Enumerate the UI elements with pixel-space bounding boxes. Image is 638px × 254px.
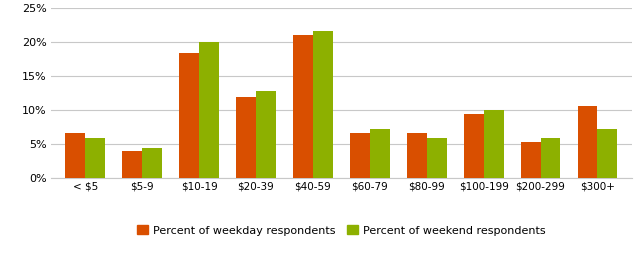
Bar xyxy=(85,138,105,178)
Bar xyxy=(370,130,390,178)
Legend: Percent of weekday respondents, Percent of weekend respondents: Percent of weekday respondents, Percent … xyxy=(132,221,551,240)
Bar xyxy=(464,115,484,178)
Bar xyxy=(179,53,199,178)
Bar xyxy=(427,138,447,178)
Bar xyxy=(484,110,503,178)
Bar xyxy=(236,98,256,178)
Bar xyxy=(521,142,540,178)
Bar xyxy=(199,42,219,178)
Bar xyxy=(407,133,427,178)
Bar xyxy=(293,35,313,178)
Bar xyxy=(142,148,162,178)
Bar xyxy=(313,31,333,178)
Bar xyxy=(350,133,370,178)
Bar xyxy=(256,91,276,178)
Bar xyxy=(577,106,597,178)
Bar xyxy=(540,138,560,178)
Bar xyxy=(597,130,618,178)
Bar xyxy=(122,151,142,178)
Bar xyxy=(65,133,85,178)
